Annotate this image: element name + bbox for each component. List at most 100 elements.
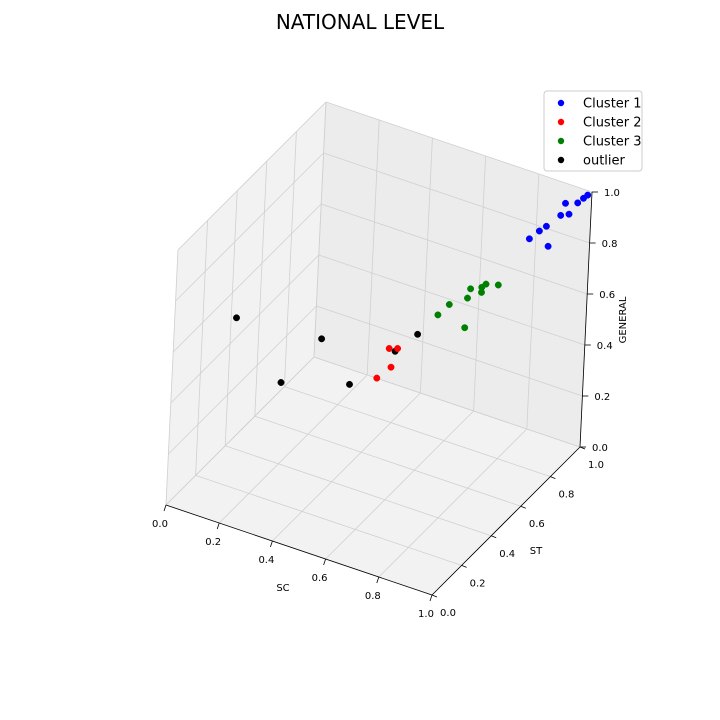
data-point-cluster-2 (394, 345, 402, 352)
z-tick-label: 1.0 (604, 188, 620, 199)
data-point-cluster-1 (565, 210, 573, 218)
x-tick-mark (376, 576, 380, 584)
data-point-cluster-1 (557, 211, 565, 219)
z-axis-label: GENERAL (618, 296, 629, 343)
grid-line-y-left (195, 220, 208, 476)
x-tick-mark (216, 522, 220, 530)
data-point-cluster-3 (464, 294, 471, 302)
data-points (233, 191, 592, 388)
y-tick-label: 0.8 (558, 490, 574, 501)
x-tick-label: 1.0 (418, 609, 434, 620)
grid-line-x-floor (378, 428, 528, 578)
y-tick-mark (461, 565, 467, 568)
data-point-cluster-1 (580, 194, 587, 202)
z-tick-label: 0.0 (592, 443, 608, 454)
z-tick-label: 0.6 (599, 290, 615, 301)
data-point-cluster-3 (494, 281, 502, 289)
y-tick-label: 1.0 (588, 460, 604, 471)
z-axis-ticks: 0.0 0.2 0.4 0.6 0.8 1.0 (580, 188, 620, 454)
data-point-cluster-1 (525, 235, 533, 243)
grid-line-y-floor (284, 386, 551, 477)
data-point-cluster-1 (562, 199, 569, 207)
chart-title: NATIONAL LEVEL (276, 10, 445, 34)
data-point-outlier (277, 379, 285, 386)
data-point-cluster-2 (387, 363, 395, 371)
grid-line-z-back (321, 203, 588, 295)
legend-label: Cluster 2 (583, 116, 642, 131)
data-point-cluster-2 (385, 345, 393, 352)
x-tick-label: 0.8 (365, 591, 381, 602)
legend-label: Cluster 1 (583, 97, 642, 112)
y-axis-line (431, 446, 581, 596)
grid-line-y-floor (254, 415, 521, 507)
data-point-cluster-3 (461, 324, 469, 332)
x-tick-label: 0.2 (205, 537, 221, 548)
y-tick-label: 0.2 (470, 578, 486, 589)
grid-line-x-back (526, 173, 540, 430)
data-point-cluster-1 (544, 242, 552, 250)
legend-label: outlier (583, 154, 626, 169)
x-tick-mark (270, 540, 273, 548)
data-point-outlier (346, 380, 353, 388)
legend-items: Cluster 1 Cluster 2 Cluster 3 outlier (557, 97, 642, 169)
x-tick-label: 0.4 (258, 555, 274, 566)
legend-box (543, 90, 643, 172)
y-tick-label: 0.6 (529, 519, 545, 530)
z-tick-label: 0.8 (602, 239, 618, 250)
legend-marker (557, 99, 565, 107)
grid-line-x-back (366, 119, 380, 376)
y-tick-mark (550, 476, 556, 479)
axis-lines (165, 191, 593, 596)
x-axis-ticks: 0.0 0.2 0.4 0.6 0.8 1.0 (152, 504, 434, 620)
data-point-cluster-1 (574, 199, 582, 207)
x-axis-line (165, 504, 433, 596)
x-tick-label: 0.6 (312, 573, 328, 584)
legend-marker (557, 137, 565, 145)
grid-line-x-floor (218, 374, 368, 524)
grid-line-y-left (165, 249, 179, 506)
grid-line-x-floor (272, 392, 421, 542)
grid-line-y-left (224, 190, 238, 446)
grid-line-y-left (254, 161, 268, 417)
grid-line-z-left (168, 305, 317, 455)
grid-line-z-back (318, 254, 585, 346)
grid-line-x-floor (325, 410, 474, 560)
x-tick-mark (163, 504, 167, 512)
grid-line-y-floor (225, 445, 492, 537)
grid-line-z-left (172, 203, 322, 353)
legend-marker (557, 156, 565, 164)
x-tick-label: 0.0 (152, 519, 168, 530)
data-point-cluster-1 (542, 222, 550, 230)
y-tick-label: 0.0 (440, 608, 456, 619)
y-tick-mark (431, 594, 438, 598)
grid-line-y-left (284, 131, 297, 387)
y-tick-mark (520, 505, 526, 509)
z-tick-label: 0.2 (594, 392, 610, 403)
grid-line-z-left (170, 254, 320, 404)
grid-line-z-left (177, 101, 327, 251)
data-point-outlier (414, 330, 422, 338)
x-axis-label: SC (276, 583, 289, 594)
data-point-cluster-2 (373, 374, 381, 382)
data-point-cluster-3 (478, 288, 485, 296)
grid-line-y-floor (313, 356, 581, 448)
data-point-cluster-3 (482, 280, 490, 288)
y-tick-mark (491, 535, 497, 539)
axis-panes (165, 100, 593, 596)
legend: Cluster 1 Cluster 2 Cluster 3 outlier (543, 90, 643, 172)
data-point-cluster-3 (467, 285, 475, 293)
grid-line-z-left (165, 356, 315, 506)
z-axis-line (579, 191, 593, 448)
z-tick-label: 0.4 (597, 341, 613, 352)
grid-line-y-left (313, 101, 327, 358)
data-point-outlier (318, 335, 326, 343)
y-axis-label: ST (530, 546, 543, 557)
data-point-cluster-3 (445, 301, 453, 308)
grid-line-z-back (325, 101, 593, 193)
grid-line-y-floor (195, 475, 462, 566)
data-point-cluster-1 (535, 227, 543, 235)
grid-line-x-back (420, 137, 433, 394)
legend-marker (557, 118, 565, 126)
grid-line-z-left (175, 152, 324, 302)
